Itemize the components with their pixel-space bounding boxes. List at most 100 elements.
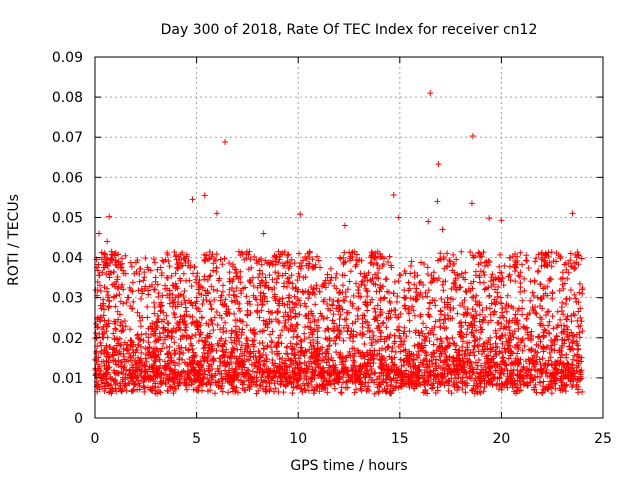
data-point [510,371,517,378]
data-point [329,301,336,308]
data-point [541,386,548,393]
data-point [266,262,273,269]
data-point [455,361,462,368]
data-point [223,360,230,367]
data-point [476,335,483,342]
data-point [352,370,359,377]
data-point [388,307,395,314]
data-point [136,278,143,285]
data-point [380,261,387,268]
data-point [308,310,315,317]
data-point [452,275,459,282]
data-point [246,278,253,285]
data-point [378,369,385,376]
data-point [110,330,117,337]
data-point [222,319,229,326]
data-point [562,301,569,308]
outlier-point [189,196,196,203]
data-point [154,364,161,371]
data-point [269,328,276,335]
data-point [135,341,142,348]
data-point [274,351,281,358]
data-point [471,337,478,344]
data-point [142,351,149,358]
data-point [338,384,345,391]
data-point [519,337,526,344]
data-point [127,337,134,344]
data-point [417,313,424,320]
data-point [208,372,215,379]
data-point [216,362,223,369]
data-point [575,345,582,352]
data-point [211,297,218,304]
data-point [292,325,299,332]
data-point [257,354,264,361]
data-point [152,390,159,397]
data-point [413,380,420,387]
data-point [98,367,105,374]
data-point [539,355,546,362]
data-point [151,310,158,317]
data-point [469,294,476,301]
data-point [145,339,152,346]
data-point [339,353,346,360]
data-point [370,360,377,367]
data-point [231,288,238,295]
data-point [176,379,183,386]
data-point [206,341,213,348]
data-point [563,354,570,361]
data-point [285,251,292,258]
data-point [127,357,134,364]
data-point [415,348,422,355]
data-point [527,297,534,304]
data-point [474,343,481,350]
data-point [288,256,295,263]
data-point [390,362,397,369]
data-point [92,330,99,337]
data-point [397,310,404,317]
data-point [406,285,413,292]
data-point [331,320,338,327]
data-point [325,356,332,363]
data-point [294,277,301,284]
data-point [217,256,224,263]
data-point [402,295,409,302]
data-point [155,293,162,300]
data-point [531,277,538,284]
data-point [376,265,383,272]
data-point [344,371,351,378]
data-point [437,323,444,330]
data-point [165,361,172,368]
data-point [461,296,468,303]
data-point [538,390,545,397]
data-point [398,362,405,369]
data-point [421,372,428,379]
y-tick-label: 0.09 [52,50,83,66]
data-point [284,258,291,265]
data-point [383,314,390,321]
data-point [118,388,125,395]
outlier-point [425,218,432,225]
data-point [426,338,433,345]
data-point [180,350,187,357]
data-point [108,255,115,262]
data-point [565,260,572,267]
data-point [491,296,498,303]
data-point [430,269,437,276]
outlier-point [106,213,113,220]
data-point [193,298,200,305]
data-point [371,390,378,397]
data-point [354,315,361,322]
data-point [433,347,440,354]
data-point [226,291,233,298]
data-point [372,369,379,376]
data-point [156,371,163,378]
data-point [314,338,321,345]
data-point [421,333,428,340]
data-point [145,287,152,294]
data-point [122,323,129,330]
data-point [320,355,327,362]
data-point [219,382,226,389]
data-point [331,376,338,383]
data-point [250,283,257,290]
